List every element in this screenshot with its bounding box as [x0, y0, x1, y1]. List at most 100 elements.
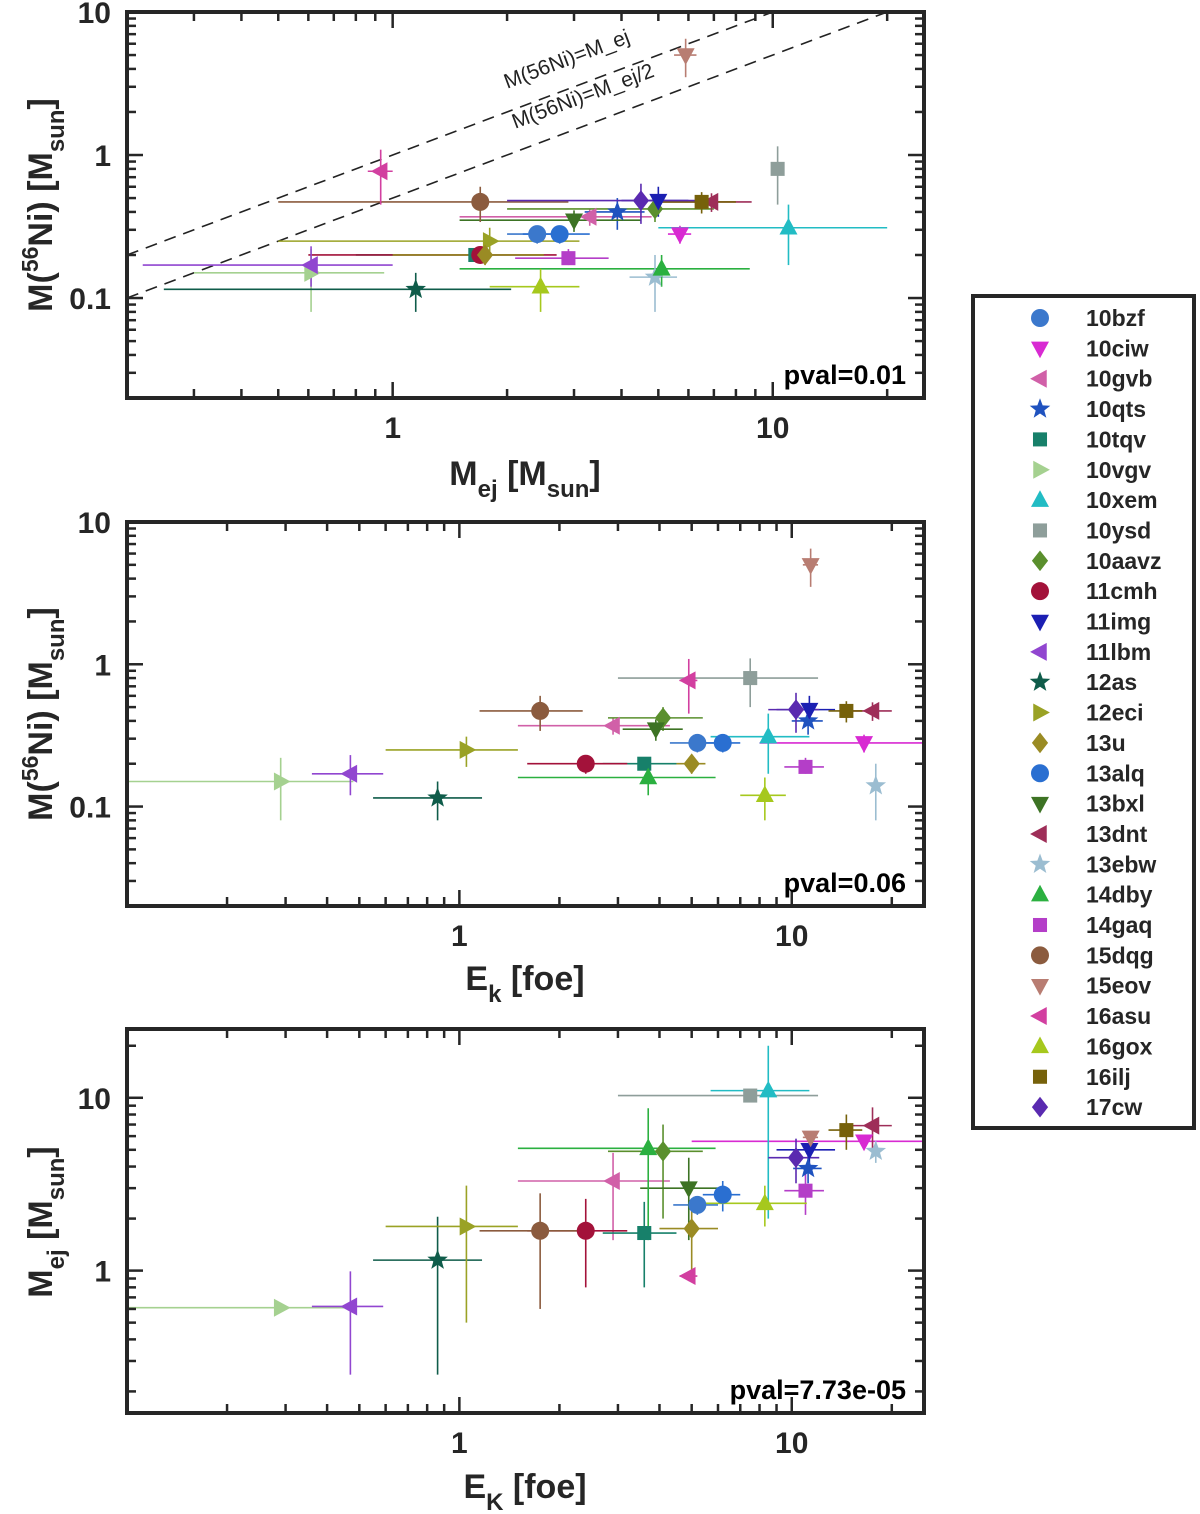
legend-entry-13u: 13u	[1031, 730, 1126, 756]
legend-items: 10bzf 10ciw 10gvb 10qts 10tqv 10vgv 10xem 10ysd…	[1029, 305, 1161, 1120]
legend-label: 10vgv	[1086, 457, 1151, 483]
data-point-14dby	[639, 1138, 658, 1156]
legend-label: 11img	[1086, 609, 1151, 635]
legend-label: 10ciw	[1086, 335, 1149, 361]
data-point-10gvb	[603, 1171, 620, 1190]
x-tick-label: 10	[756, 412, 789, 445]
legend-label: 10aavz	[1086, 548, 1161, 574]
y-tick-label: 0.1	[69, 283, 111, 316]
legend-label: 10qts	[1086, 396, 1146, 422]
legend-entry-11cmh: 11cmh	[1031, 578, 1158, 604]
plot-area	[127, 1045, 924, 1375]
data-point-13u	[683, 753, 700, 775]
pval-label: pval=0.06	[784, 868, 906, 898]
legend-marker	[1031, 946, 1049, 965]
data-point-11lbm	[301, 256, 318, 275]
y-tick-label: 1	[94, 1256, 111, 1289]
legend-entry-12eci: 12eci	[1033, 700, 1144, 726]
legend-marker	[1029, 398, 1051, 418]
data-point-16gox	[531, 276, 550, 294]
data-point-13bxl	[646, 722, 665, 740]
data-point-16asu	[370, 162, 388, 181]
axis-ticks: 1 10 0.1 1 10	[69, 507, 924, 953]
x-tick-label: 1	[384, 412, 401, 445]
data-point-16ilj	[839, 703, 854, 718]
legend-entry-16gox: 16gox	[1031, 1033, 1153, 1059]
legend-marker	[1029, 671, 1051, 691]
legend-label: 11lbm	[1086, 639, 1151, 665]
legend-entry-17cw: 17cw	[1031, 1094, 1142, 1120]
data-point-10ciw	[855, 1134, 874, 1152]
legend-entry-11img: 11img	[1031, 609, 1151, 635]
pval-label: pval=7.73e-05	[730, 1375, 906, 1405]
x-tick-label: 10	[775, 1427, 808, 1460]
data-point-10ysd	[743, 1088, 758, 1103]
x-tick-label: 1	[451, 920, 468, 953]
data-point-17cw	[787, 699, 805, 720]
legend-marker	[1031, 550, 1049, 572]
data-point-10aavz	[654, 1140, 672, 1162]
data-point-11cmh	[576, 1221, 595, 1240]
data-point-12as	[427, 1249, 448, 1269]
legend-marker	[1031, 309, 1049, 327]
legend-entry-10ciw: 10ciw	[1031, 335, 1149, 361]
legend-label: 17cw	[1086, 1094, 1142, 1120]
y-tick-label: 10	[78, 507, 111, 540]
data-point-13dnt	[862, 1116, 880, 1135]
data-point-14dby	[652, 258, 671, 276]
panel-ni-vs-mej: 1 10 0.1 1 10 pval=0.01 Mej [Msun] M(56Ni) […	[17, 0, 926, 503]
x-axis-label: Mej [Msun]	[449, 455, 600, 503]
legend-label: 13bxl	[1086, 791, 1145, 817]
legend-label: 14gaq	[1086, 912, 1152, 938]
data-point-10tqv	[637, 756, 652, 771]
y-tick-label: 10	[78, 1083, 111, 1116]
data-point-15dqg	[471, 192, 490, 211]
legend-entry-13alq: 13alq	[1031, 760, 1145, 786]
legend-marker	[1032, 523, 1048, 538]
data-point-10vgv	[273, 1298, 291, 1317]
data-point-17cw	[632, 190, 650, 211]
data-point-11img	[800, 702, 819, 720]
legend-marker	[1032, 432, 1048, 447]
plot-frame	[125, 1027, 926, 1415]
data-point-17cw	[787, 1147, 805, 1169]
data-point-10ciw	[855, 736, 874, 753]
data-point-14gaq	[798, 759, 813, 774]
axis-ticks: 1 10 1 10	[78, 1029, 924, 1460]
data-point-10bzf	[688, 733, 707, 752]
legend-entry-11lbm: 11lbm	[1030, 639, 1151, 665]
data-point-10gvb	[603, 716, 620, 735]
x-tick-label: 1	[451, 1427, 468, 1460]
data-point-16gox	[755, 1193, 774, 1211]
data-point-16asu	[678, 671, 696, 690]
legend-marker	[1031, 764, 1049, 783]
legend-entry-14gaq: 14gaq	[1032, 912, 1152, 938]
data-point-12as	[405, 278, 427, 299]
legend-marker	[1031, 1096, 1049, 1118]
legend-marker	[1031, 614, 1049, 632]
legend-label: 13alq	[1086, 760, 1145, 786]
legend-marker	[1033, 460, 1050, 479]
legend-marker	[1031, 1036, 1049, 1054]
legend: 10bzf 10ciw 10gvb 10qts 10tqv 10vgv 10xem 10ysd…	[971, 294, 1196, 1130]
data-point-13ebw	[865, 774, 887, 795]
data-point-15eov	[801, 558, 820, 575]
data-point-10ysd	[743, 671, 758, 686]
data-point-12eci	[459, 740, 477, 759]
legend-label: 15dqg	[1086, 942, 1154, 968]
data-point-14gaq	[798, 1183, 813, 1198]
legend-marker	[1031, 341, 1049, 359]
legend-entry-15dqg: 15dqg	[1031, 942, 1154, 968]
x-axis-label: EK [foe]	[463, 1468, 586, 1514]
legend-marker	[1031, 796, 1049, 814]
x-axis-label: Ek [foe]	[465, 960, 584, 1008]
data-point-10vgv	[273, 772, 291, 791]
legend-entry-10tqv: 10tqv	[1032, 426, 1146, 452]
legend-label: 16ilj	[1086, 1064, 1131, 1090]
legend-entry-15eov: 15eov	[1031, 973, 1151, 999]
panel-mej-vs-ek: 1 10 1 10 pval=7.73e-05 EK [foe] Mej [Msun]	[22, 1027, 926, 1514]
y-tick-label: 1	[94, 140, 111, 173]
data-point-13u	[683, 1218, 700, 1239]
legend-label: 16gox	[1086, 1033, 1153, 1059]
plot-frame	[125, 10, 926, 400]
